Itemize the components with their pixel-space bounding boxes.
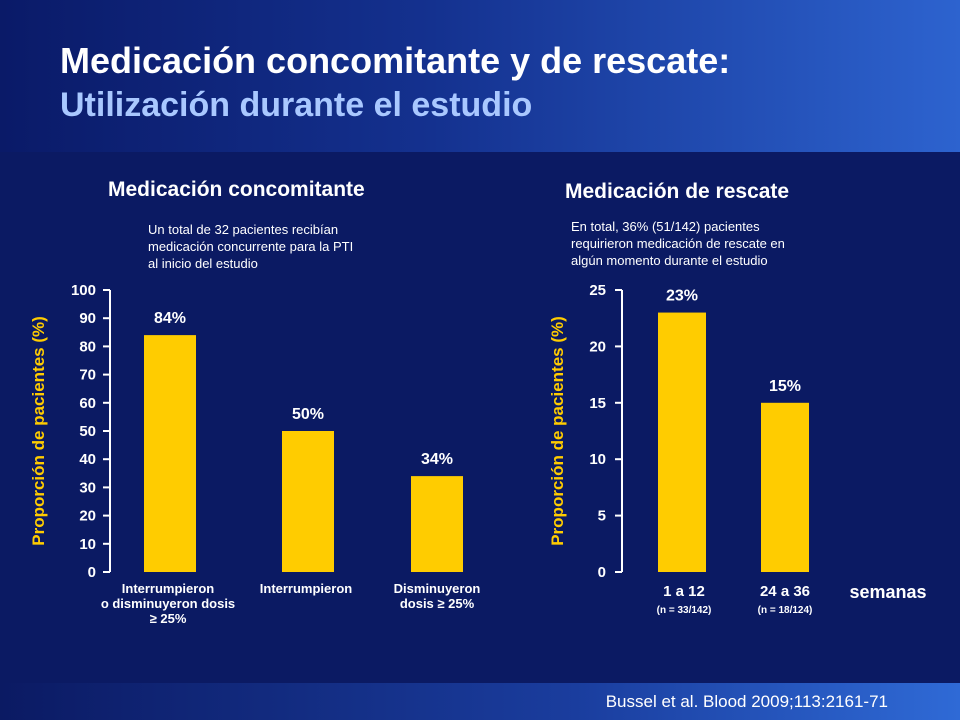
footer-band — [0, 683, 960, 720]
chart-left-y-tick-label: 10 — [79, 536, 96, 553]
chart-left-category-label: Disminuyeron — [394, 581, 481, 596]
chart-left-y-tick-label: 80 — [79, 338, 96, 355]
chart-left-y-tick-label: 90 — [79, 310, 96, 327]
chart-left-note-line: al inicio del estudio — [148, 256, 258, 271]
chart-left-data-label: 50% — [292, 406, 324, 423]
chart-left-y-tick-label: 0 — [88, 564, 96, 581]
chart-right-y-tick-label: 15 — [589, 395, 606, 412]
chart-right-note-line: En total, 36% (51/142) pacientes — [571, 219, 760, 234]
chart-left-bar — [411, 476, 463, 572]
chart-right-title: Medicación de rescate — [565, 180, 790, 203]
chart-right-bar — [658, 312, 706, 572]
chart-right-y-tick-label: 20 — [589, 338, 606, 355]
chart-left-category-label: Interrumpieron — [122, 581, 215, 596]
chart-left-y-tick-label: 40 — [79, 451, 96, 468]
chart-left-y-tick-label: 30 — [79, 479, 96, 496]
header-band — [0, 0, 960, 152]
chart-right-data-label: 15% — [769, 378, 801, 395]
page-subtitle: Utilización durante el estudio — [60, 86, 533, 124]
chart-left-y-tick-label: 60 — [79, 395, 96, 412]
chart-left-data-label: 84% — [154, 310, 186, 327]
chart-right-note: En total, 36% (51/142) pacientes requiri… — [571, 218, 785, 269]
chart-left-y-tick-label: 50 — [79, 423, 96, 440]
chart-left-category-label: o disminuyeron dosis — [101, 596, 235, 611]
chart-right-category-label: 24 a 36 — [760, 583, 810, 600]
chart-left-category-label: dosis ≥ 25% — [400, 596, 475, 611]
chart-left-note-line: medicación concurrente para la PTI — [148, 239, 354, 254]
chart-left-bar — [282, 431, 334, 572]
chart-left-note-line: Un total de 32 pacientes recibían — [148, 222, 339, 237]
chart-left-y-label: Proporción de pacientes (%) — [29, 316, 48, 546]
chart-right-bar — [761, 402, 809, 572]
chart-left-note: Un total de 32 pacientes recibían medica… — [148, 221, 353, 272]
chart-left-y-tick-label: 70 — [79, 367, 96, 384]
chart-right-note-line: algún momento durante el estudio — [571, 253, 768, 268]
chart-right-y-tick-label: 5 — [598, 508, 606, 525]
chart-right-y-tick-label: 10 — [589, 451, 606, 468]
page-title: Medicación concomitante y de rescate: — [60, 40, 731, 81]
citation: Bussel et al. Blood 2009;113:2161-71 — [605, 692, 888, 711]
chart-right-category-sublabel: (n = 33/142) — [657, 605, 712, 616]
chart-left-category-label: ≥ 25% — [150, 611, 187, 626]
chart-right-y-tick-label: 25 — [589, 282, 606, 299]
chart-left-title: Medicación concomitante — [108, 178, 365, 201]
chart-right-category-label: 1 a 12 — [663, 583, 705, 600]
chart-right-y-tick-label: 0 — [598, 564, 606, 581]
chart-right-data-label: 23% — [666, 288, 698, 305]
chart-right-note-line: requirieron medicación de rescate en — [571, 236, 785, 251]
chart-right-x-label: semanas — [849, 582, 926, 602]
chart-left-y-tick-label: 20 — [79, 508, 96, 525]
chart-left-y-tick-label: 100 — [71, 282, 96, 299]
chart-right-category-sublabel: (n = 18/124) — [758, 605, 813, 616]
chart-left-bar — [144, 335, 196, 572]
chart-left-category-label: Interrumpieron — [260, 581, 353, 596]
chart-left-data-label: 34% — [421, 451, 453, 468]
chart-right-y-label: Proporción de pacientes (%) — [548, 316, 567, 546]
